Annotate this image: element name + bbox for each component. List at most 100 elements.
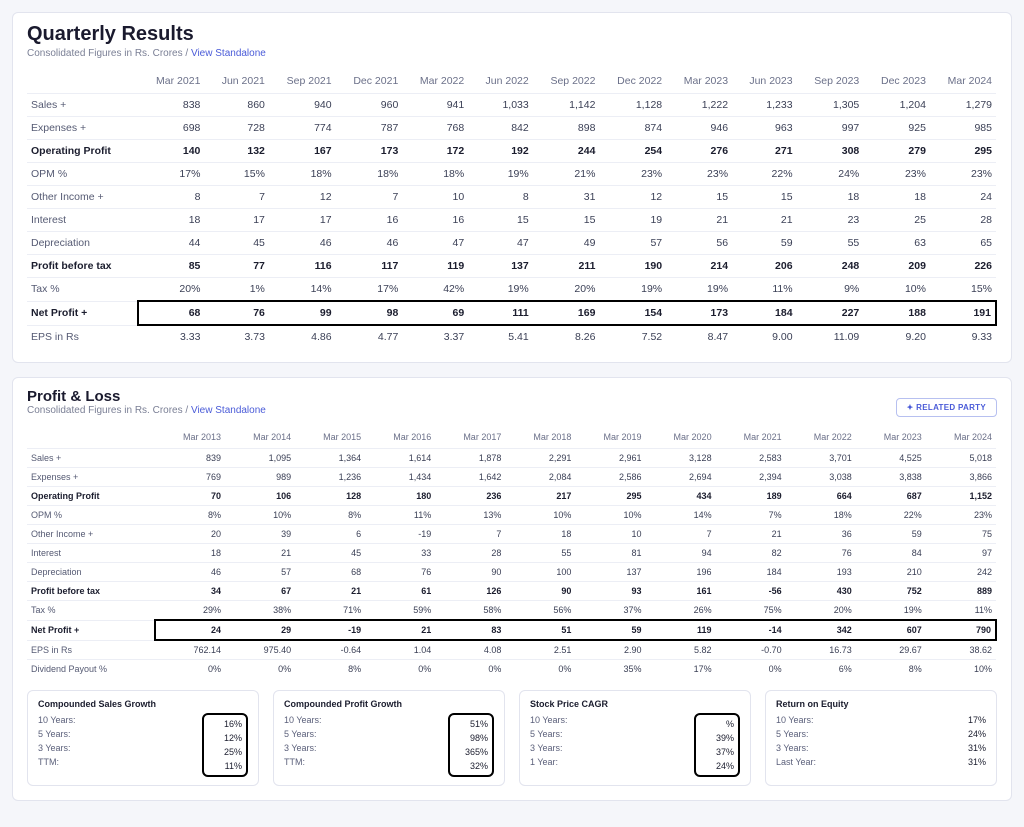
col-header: Mar 2022 [402, 69, 468, 94]
cell: 47 [402, 232, 468, 255]
table-row: Depreciation4657687690100137196184193210… [27, 563, 996, 582]
metric-label: 3 Years: [284, 743, 317, 753]
table-row: Profit before tax85771161171191372111902… [27, 255, 996, 278]
cell: 65 [930, 232, 996, 255]
row-label[interactable]: Expenses + [27, 468, 155, 487]
cell: 15 [533, 209, 600, 232]
cell: 1,142 [533, 94, 600, 117]
row-label[interactable]: Sales + [27, 94, 138, 117]
cell: 117 [336, 255, 403, 278]
cell: 10% [505, 506, 575, 525]
metric-label: 5 Years: [530, 729, 563, 739]
quarterly-subtitle: Consolidated Figures in Rs. Crores / Vie… [27, 48, 997, 59]
cell: 4,525 [856, 449, 926, 468]
row-label[interactable]: Net Profit + [27, 620, 155, 640]
cell: 69 [402, 301, 468, 325]
cell: 47 [468, 232, 533, 255]
metric-value: 37% [700, 747, 734, 757]
cell: 1,033 [468, 94, 533, 117]
link-icon: ✦ [907, 403, 917, 412]
row-label[interactable]: Sales + [27, 449, 155, 468]
metric-value: 25% [208, 747, 242, 757]
cell: 19% [599, 278, 666, 302]
cell: 23% [930, 163, 996, 186]
row-label[interactable]: Other Income + [27, 186, 138, 209]
col-header: Mar 2019 [575, 426, 645, 449]
cell: 23 [797, 209, 864, 232]
cell: 90 [435, 563, 505, 582]
row-label[interactable]: Other Income + [27, 525, 155, 544]
view-standalone-link-pl[interactable]: View Standalone [191, 405, 266, 416]
cell: 214 [666, 255, 732, 278]
cell: 70 [155, 487, 225, 506]
cell: 173 [336, 140, 403, 163]
cell: 38.62 [926, 640, 996, 660]
row-label[interactable]: Net Profit + [27, 301, 138, 325]
cell: 226 [930, 255, 996, 278]
cell: 842 [468, 117, 533, 140]
cell: 111 [468, 301, 533, 325]
cell: 46 [155, 563, 225, 582]
cell: 1,305 [797, 94, 864, 117]
cell: 430 [786, 582, 856, 601]
cell: 236 [435, 487, 505, 506]
cell: 0% [716, 660, 786, 679]
cell: 116 [269, 255, 336, 278]
cell: 20% [786, 601, 856, 621]
cell: 1.04 [365, 640, 435, 660]
metric-label: 5 Years: [38, 729, 71, 739]
cell: 946 [666, 117, 732, 140]
col-header: Dec 2022 [599, 69, 666, 94]
cell: 172 [402, 140, 468, 163]
cell: 67 [225, 582, 295, 601]
cell: 1,434 [365, 468, 435, 487]
cell: 10% [225, 506, 295, 525]
cell: 106 [225, 487, 295, 506]
cell: 17 [204, 209, 269, 232]
table-row: Other Income +8712710831121515181824 [27, 186, 996, 209]
cell: 975.40 [225, 640, 295, 660]
table-row: Sales +8391,0951,3641,6141,8782,2912,961… [27, 449, 996, 468]
cell: 17% [646, 660, 716, 679]
cell: 5.82 [646, 640, 716, 660]
cell: 1,236 [295, 468, 365, 487]
cell: 75% [716, 601, 786, 621]
col-header: Mar 2020 [646, 426, 716, 449]
metric-card: Stock Price CAGR10 Years:5 Years:3 Years… [519, 690, 751, 786]
metric-label: 3 Years: [530, 743, 563, 753]
col-header: Mar 2022 [786, 426, 856, 449]
cell: 21 [225, 544, 295, 563]
cell: 18 [797, 186, 864, 209]
cell: 63 [863, 232, 930, 255]
cell: 188 [863, 301, 930, 325]
row-label[interactable]: Expenses + [27, 117, 138, 140]
related-party-button[interactable]: ✦ RELATED PARTY [896, 398, 997, 417]
cell: 3.73 [204, 325, 269, 348]
metric-card: Compounded Sales Growth10 Years:5 Years:… [27, 690, 259, 786]
cell: 119 [646, 620, 716, 640]
pl-subtitle: Consolidated Figures in Rs. Crores / Vie… [27, 405, 266, 416]
col-header: Mar 2016 [365, 426, 435, 449]
col-header: Jun 2022 [468, 69, 533, 94]
cell: 248 [797, 255, 864, 278]
cell: 8 [468, 186, 533, 209]
table-row: Interest182145332855819482768497 [27, 544, 996, 563]
col-header: Mar 2021 [716, 426, 786, 449]
cell: 56 [666, 232, 732, 255]
cell: 20 [155, 525, 225, 544]
table-row: Operating Profit140132167173172192244254… [27, 140, 996, 163]
quarterly-title: Quarterly Results [27, 23, 997, 46]
row-label: Interest [27, 544, 155, 563]
cell: 49 [533, 232, 600, 255]
cell: -19 [365, 525, 435, 544]
quarterly-table: Mar 2021Jun 2021Sep 2021Dec 2021Mar 2022… [27, 69, 997, 348]
cell: 37% [575, 601, 645, 621]
cell: 5.41 [468, 325, 533, 348]
quarterly-results-panel: Quarterly Results Consolidated Figures i… [12, 12, 1012, 363]
col-header-label [27, 426, 155, 449]
cell: 61 [365, 582, 435, 601]
cell: 769 [155, 468, 225, 487]
view-standalone-link[interactable]: View Standalone [191, 48, 266, 59]
cell: 19% [666, 278, 732, 302]
cell: 11% [926, 601, 996, 621]
